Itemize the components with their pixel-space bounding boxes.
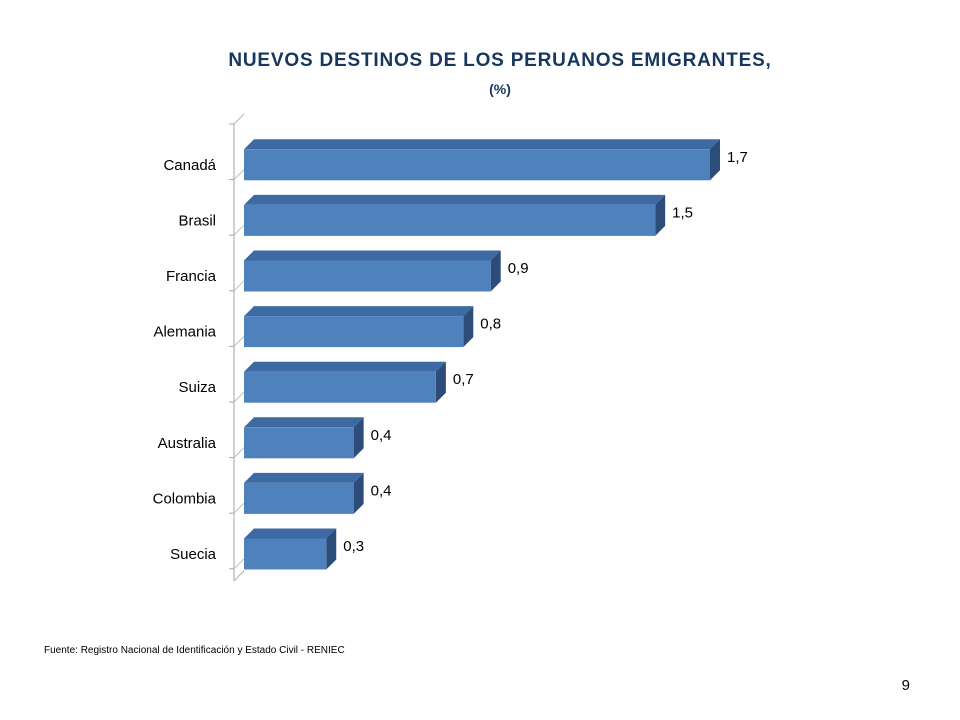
category-label: Alemania: [153, 324, 216, 341]
y-axis-tick-depth: [233, 502, 245, 514]
y-axis-tick-depth: [233, 113, 245, 125]
y-axis-tick-depth: [233, 391, 245, 403]
bar-side-face: [490, 250, 501, 292]
category-label: Australia: [158, 435, 217, 452]
axis: [229, 113, 245, 582]
bar: [244, 316, 464, 348]
y-axis-tick-depth: [233, 280, 245, 292]
bar-top-face: [244, 250, 501, 261]
bar-top-face: [244, 194, 666, 205]
category-label: Colombia: [153, 490, 217, 507]
bar-top-face: [244, 361, 446, 372]
bar-side-face: [710, 139, 720, 181]
y-axis-depth-bottom: [233, 570, 245, 582]
data-label: 1,7: [727, 149, 748, 166]
bar-top-face: [244, 472, 364, 483]
category-label: Francia: [166, 268, 217, 285]
y-axis-tick-depth: [233, 336, 245, 347]
bar: [244, 371, 436, 403]
data-label: 0,7: [453, 371, 474, 388]
bar-side-face: [463, 306, 474, 348]
chart-subtitle: (%): [489, 81, 511, 97]
bar-side-face: [353, 417, 364, 459]
bar-top-face: [244, 528, 337, 539]
data-label: 1,5: [672, 204, 693, 221]
bar-side-face: [326, 528, 337, 570]
bar: [244, 538, 327, 570]
y-axis-tick-depth: [233, 558, 245, 570]
bar-side-face: [353, 472, 364, 514]
bar: [244, 149, 710, 181]
category-label: Suiza: [178, 379, 216, 396]
bar: [244, 204, 656, 236]
y-axis-tick-depth: [233, 224, 245, 236]
y-axis-tick-depth: [233, 169, 245, 180]
bar: [244, 427, 354, 459]
bars: [244, 139, 720, 570]
bar-side-face: [435, 361, 446, 403]
y-axis-tick-depth: [233, 447, 245, 458]
category-label: Canadá: [163, 157, 216, 174]
labels: Canadá 1,7 Brasil 1,5 Francia 0,9 Alemania 0,8 S…: [153, 149, 748, 563]
chart-title: NUEVOS DESTINOS DE LOS PERUANOS EMIGRANT…: [228, 50, 772, 71]
bar: [244, 482, 354, 514]
data-label: 0,3: [343, 538, 364, 555]
category-label: Brasil: [178, 212, 216, 229]
bar-side-face: [655, 194, 666, 236]
data-label: 0,4: [371, 427, 392, 444]
bar-top-face: [244, 139, 720, 150]
data-label: 0,8: [480, 316, 501, 333]
bar-top-face: [244, 306, 474, 317]
data-label: 0,4: [371, 482, 392, 499]
bar: [244, 260, 491, 292]
page-number: 9: [901, 677, 910, 694]
data-label: 0,9: [508, 260, 529, 277]
category-label: Suecia: [170, 546, 217, 563]
bar-top-face: [244, 417, 364, 428]
source-note: Fuente: Registro Nacional de Identificac…: [44, 645, 345, 656]
